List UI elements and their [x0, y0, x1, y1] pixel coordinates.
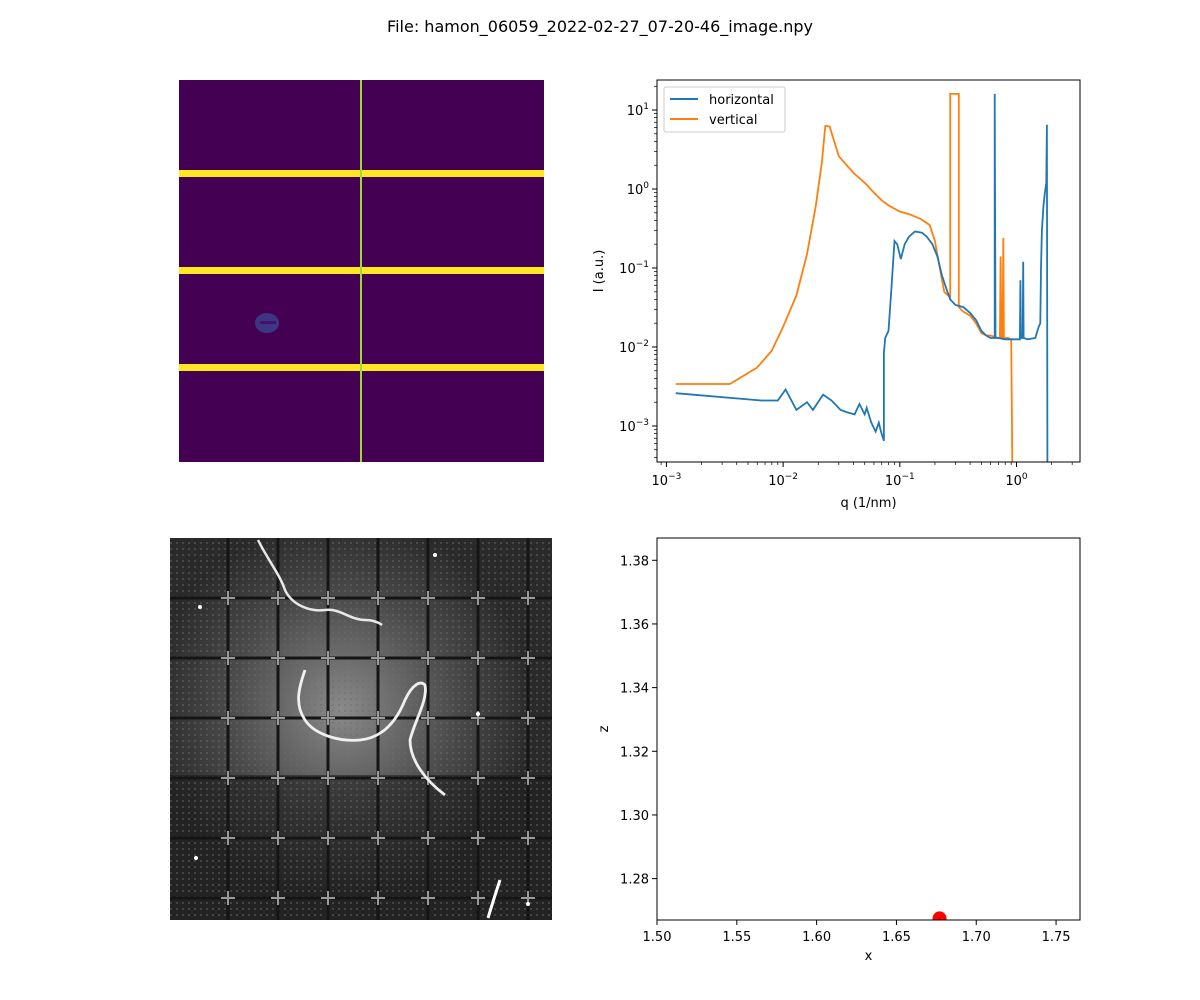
- position-y-axis: 1.28 1.30 1.32 1.34 1.36 1.38: [620, 554, 657, 888]
- position-y-axis-label: z: [597, 725, 612, 732]
- camera-grid-cross: [271, 591, 285, 605]
- camera-grid-cross: [321, 651, 335, 665]
- camera-grid-cross: [271, 771, 285, 785]
- camera-grid-cross: [471, 891, 485, 905]
- camera-grid-cross: [321, 591, 335, 605]
- position-y-tick-label: 1.36: [620, 618, 649, 633]
- profile-x-tick-label: 10−1: [885, 472, 915, 489]
- fiber-strand-1: [256, 539, 383, 627]
- camera-grid-cross: [421, 591, 435, 605]
- camera-grid-cross: [321, 711, 335, 725]
- camera-grid-cross: [221, 651, 235, 665]
- camera-grid-cross: [421, 831, 435, 845]
- camera-grid-cross: [371, 891, 385, 905]
- camera-grid-cross: [371, 651, 385, 665]
- camera-grid-cross: [521, 651, 535, 665]
- profile-x-tick-label: 10−3: [652, 472, 682, 489]
- camera-grid-cross: [521, 711, 535, 725]
- profile-x-tick-label: 10−2: [768, 472, 798, 489]
- speck-5: [526, 902, 530, 906]
- camera-grid-cross: [421, 651, 435, 665]
- detector-vertical-gap: [360, 80, 362, 462]
- position-x-tick-label: 1.75: [1042, 930, 1071, 945]
- camera-grid-cross: [321, 891, 335, 905]
- profile-plot-area: [675, 93, 1049, 462]
- legend: horizontal vertical: [663, 86, 786, 133]
- profile-y-tick-label: 10−3: [619, 418, 649, 435]
- camera-grid-cross: [421, 891, 435, 905]
- legend-label-vertical: vertical: [709, 113, 757, 128]
- profile-plot-frame: [656, 79, 1081, 463]
- position-x-tick-label: 1.70: [962, 930, 991, 945]
- position-y-tick-label: 1.28: [620, 873, 649, 888]
- speck-2: [198, 605, 202, 609]
- position-x-axis-label: x: [865, 949, 873, 964]
- position-x-tick-label: 1.55: [722, 930, 751, 945]
- camera-grid-cross: [471, 651, 485, 665]
- detector-image-panel: [179, 80, 544, 462]
- camera-grid-cross: [271, 711, 285, 725]
- profile-y-tick-label: 10−2: [619, 339, 649, 356]
- camera-grid-cross: [221, 591, 235, 605]
- profile-y-tick-label: 100: [627, 181, 650, 198]
- profile-y-axis-label: I (a.u.): [592, 250, 607, 293]
- camera-grid-cross: [221, 891, 235, 905]
- camera-dot-grid: [170, 538, 552, 920]
- camera-grid-cross: [321, 831, 335, 845]
- camera-grid-cross: [221, 771, 235, 785]
- camera-grid-cross: [271, 831, 285, 845]
- camera-grid-cross: [521, 591, 535, 605]
- position-y-tick-label: 1.32: [620, 745, 649, 760]
- position-y-tick-label: 1.30: [620, 809, 649, 824]
- position-plot-area: [932, 911, 947, 920]
- position-x-tick-label: 1.60: [802, 930, 831, 945]
- profile-x-axis-label: q (1/nm): [840, 496, 896, 511]
- profile-x-tick-label: 100: [1005, 472, 1028, 489]
- camera-grid-cross: [371, 711, 385, 725]
- series-line-horizontal: [675, 93, 1049, 462]
- profile-x-axis: 10−3 10−2 10−1 100: [652, 462, 1073, 489]
- profile-y-tick-label: 10−1: [619, 260, 649, 277]
- position-point: [932, 911, 947, 920]
- profile-plot: 10−3 10−2 10−1 100 10−3 10−2 10−1 100 101 q (1/…: [592, 79, 1081, 511]
- profile-y-axis: 10−3 10−2 10−1 100 101: [619, 85, 657, 458]
- camera-grid-cross: [371, 831, 385, 845]
- position-plot: 1.50 1.55 1.60 1.65 1.70 1.75 1.28 1.30 1.32 1.3…: [597, 537, 1081, 964]
- beamstop-arm: [260, 321, 276, 324]
- camera-grid-cross: [371, 771, 385, 785]
- camera-grid-cross: [471, 591, 485, 605]
- position-x-axis: 1.50 1.55 1.60 1.65 1.70 1.75: [643, 920, 1071, 945]
- fiber-strand-3: [486, 879, 502, 919]
- camera-grid-cross: [271, 651, 285, 665]
- figure-title: File: hamon_06059_2022-02-27_07-20-46_im…: [387, 17, 813, 36]
- speck-3: [194, 856, 198, 860]
- camera-grid-lines: [170, 538, 552, 920]
- position-x-tick-label: 1.65: [882, 930, 911, 945]
- position-x-tick-label: 1.50: [643, 930, 672, 945]
- camera-grid-cross: [521, 831, 535, 845]
- legend-label-horizontal: horizontal: [709, 93, 774, 108]
- camera-grid-cross: [321, 771, 335, 785]
- speck-4: [476, 712, 480, 716]
- camera-grid-cross: [271, 891, 285, 905]
- fiber-strand-2: [297, 669, 446, 797]
- position-plot-frame: [656, 537, 1081, 921]
- position-y-tick-label: 1.38: [620, 554, 649, 569]
- camera-grid-cross: [521, 771, 535, 785]
- camera-grid-cross: [221, 831, 235, 845]
- camera-grid-cross: [371, 591, 385, 605]
- camera-grid-cross: [471, 771, 485, 785]
- series-line-vertical: [675, 93, 1014, 462]
- camera-grid-cross: [421, 711, 435, 725]
- profile-y-tick-label: 101: [627, 102, 649, 119]
- camera-grid-cross: [471, 831, 485, 845]
- position-y-tick-label: 1.34: [620, 682, 649, 697]
- camera-grid-cross: [221, 711, 235, 725]
- speck-1: [433, 553, 437, 557]
- camera-image-panel: [170, 538, 552, 920]
